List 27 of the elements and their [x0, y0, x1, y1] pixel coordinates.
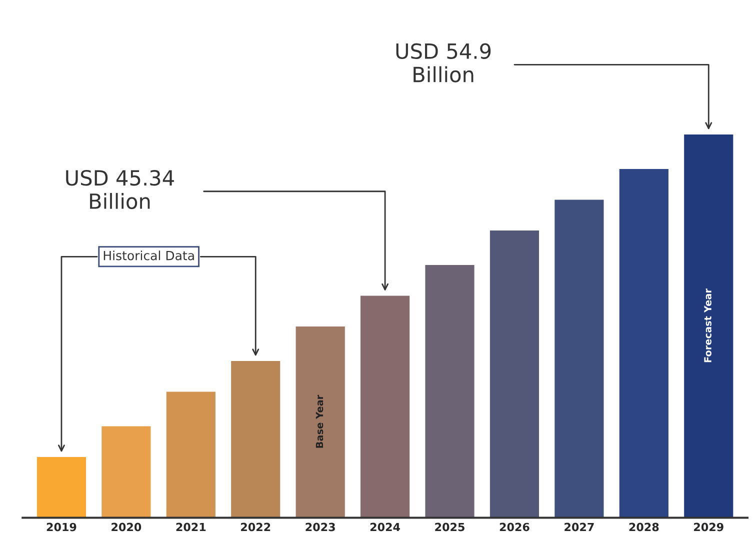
x-tick-label: 2021 [176, 522, 206, 532]
annotation: USD 45.34 Billion [66, 170, 174, 210]
x-tick-label: 2026 [500, 522, 530, 532]
bar [100, 424, 152, 518]
bar [230, 360, 282, 518]
x-tick-label: 2027 [564, 522, 594, 532]
bar [682, 133, 735, 518]
bar [36, 456, 88, 518]
x-tick-label: 2022 [241, 522, 270, 532]
bar [424, 264, 476, 518]
x-tick-label: 2023 [306, 522, 335, 532]
bar [553, 198, 606, 518]
x-tick-label: 2025 [435, 522, 464, 532]
annotation: Base Year [316, 394, 324, 448]
x-tick-label: 2024 [370, 522, 400, 532]
x-tick-label: 2020 [112, 522, 142, 532]
bar [294, 325, 346, 518]
annotation: Historical Data [104, 250, 194, 260]
bar [618, 168, 670, 518]
x-tick-label: 2019 [46, 522, 76, 532]
bar [164, 390, 217, 518]
text: USD 54.9 Billion [396, 43, 491, 82]
bar [488, 229, 540, 518]
x-tick-label: 2029 [694, 522, 724, 532]
bar [359, 294, 411, 518]
x-tick-label: 2028 [629, 522, 659, 532]
annotation: Forecast Year [704, 288, 712, 362]
